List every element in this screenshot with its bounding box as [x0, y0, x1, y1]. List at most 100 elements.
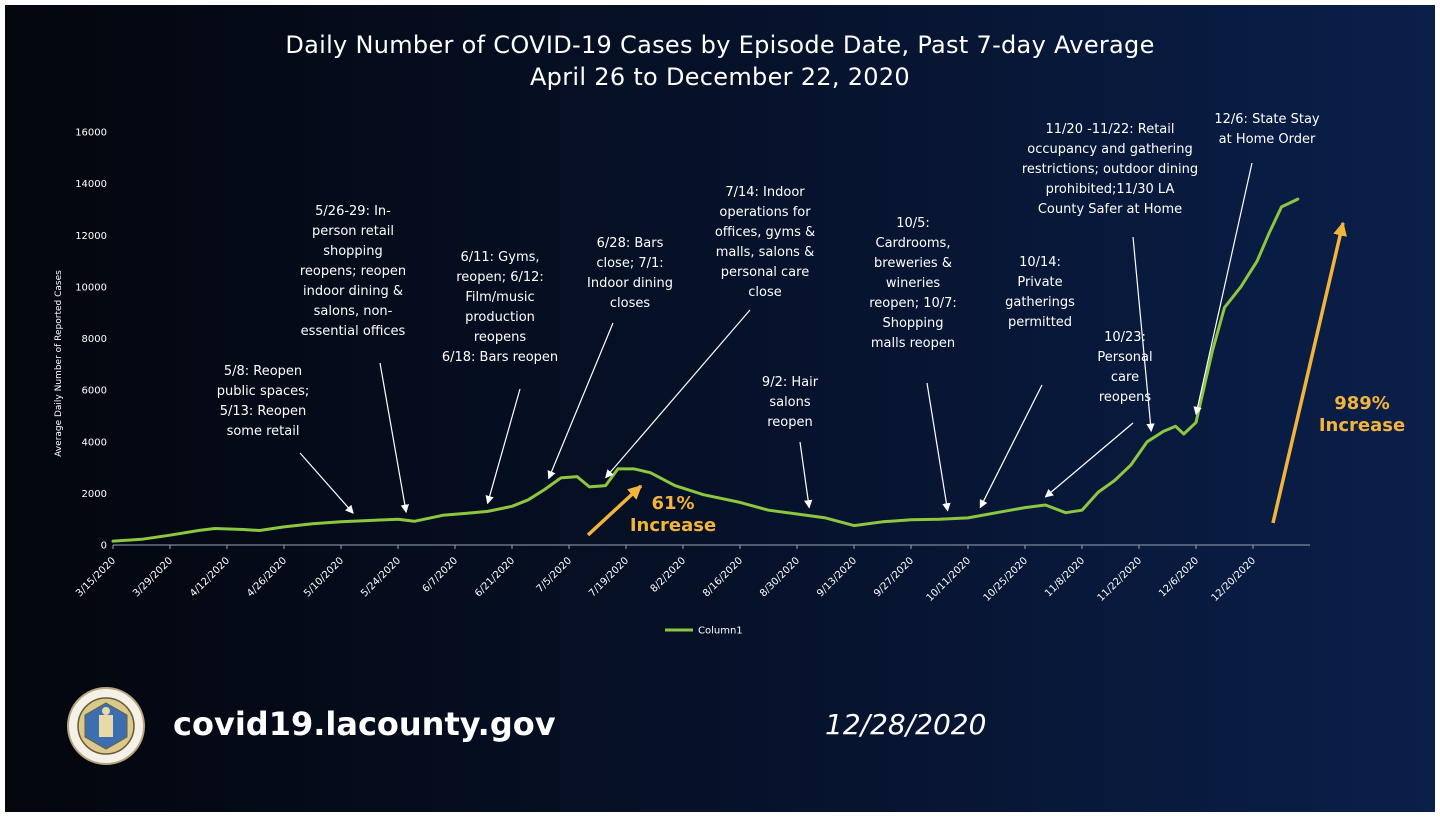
data-point [213, 527, 216, 530]
y-tick-label: 8000 [82, 334, 107, 345]
y-tick-label: 4000 [82, 437, 107, 448]
data-point [441, 514, 444, 517]
x-tick-label: 8/16/2020 [701, 555, 745, 599]
annotation-5-8: 5/8: Reopen public spaces; 5/13: Reopen … [216, 364, 310, 439]
data-point [1113, 479, 1116, 482]
data-point [617, 468, 619, 470]
chart-title: Daily Number of COVID-19 Cases by Episod… [285, 31, 1155, 59]
data-point [604, 484, 607, 487]
data-point [588, 486, 591, 488]
data-point [796, 513, 798, 515]
line-chart: 0 2000 4000 6000 8000 10000 12000 14000 16000 Ave… [54, 128, 1347, 637]
data-point [112, 540, 114, 542]
y-tick-label: 6000 [82, 386, 107, 397]
x-tick-label: 3/15/2020 [74, 555, 118, 599]
data-point [576, 475, 578, 478]
data-point [767, 509, 770, 511]
data-point [1280, 206, 1283, 208]
annotation-arrow [979, 384, 1043, 509]
x-tick-label: 6/7/2020 [421, 555, 461, 595]
data-point [197, 529, 200, 532]
data-point [853, 524, 855, 527]
data-point [1223, 306, 1226, 309]
footer-date: 12/28/2020 [825, 708, 987, 741]
data-point [311, 523, 314, 525]
data-point [1162, 430, 1165, 433]
data-point [169, 534, 171, 536]
annotation-11-20: 11/20 -11/22: Retail occupancy and gathe… [1021, 122, 1199, 217]
data-point [283, 526, 285, 528]
data-point [368, 519, 371, 522]
annotation-arrow [547, 322, 614, 480]
data-point [527, 499, 530, 501]
data-point [995, 511, 998, 514]
chart-subtitle: April 26 to December 22, 2020 [529, 63, 911, 91]
y-tick-label: 14000 [75, 179, 107, 190]
annotation-7-14: 7/14: Indoor operations for offices, gym… [714, 185, 816, 300]
data-point [967, 517, 969, 519]
highlight-989-percent: 989% Increase [1318, 393, 1406, 436]
annotation-10-23: 10/23: Personal care reopens [1097, 330, 1153, 405]
data-point [140, 538, 143, 541]
data-point [511, 505, 513, 508]
x-tick-label: 5/10/2020 [302, 555, 346, 599]
y-tick-label: 10000 [75, 282, 107, 293]
annotation-arrow [299, 452, 354, 514]
data-point [1064, 511, 1067, 514]
x-tick-label: 3/29/2020 [131, 555, 175, 599]
increase-arrow-989 [1271, 221, 1347, 524]
data-point [824, 517, 827, 519]
x-tick-label: 4/26/2020 [245, 555, 289, 599]
data-point [1174, 425, 1177, 428]
increase-arrow-61 [586, 484, 643, 537]
y-tick-label: 2000 [82, 489, 107, 500]
data-point [413, 520, 416, 523]
y-tick-label: 0 [101, 541, 107, 552]
annotation-arrow [605, 309, 751, 479]
x-tick-label: 5/24/2020 [359, 555, 403, 599]
annotation-arrow [926, 382, 951, 512]
data-point [633, 468, 635, 470]
data-point [938, 518, 941, 520]
legend-entry: Column1 [698, 626, 743, 637]
data-point [1097, 491, 1100, 493]
annotation-6-28: 6/28: Bars close; 7/1: Indoor dining clo… [587, 236, 673, 311]
data-point [1296, 198, 1299, 200]
annotation-6-11: 6/11: Gyms, reopen; 6/12: Film/music pro… [441, 250, 559, 365]
x-tick-label: 9/13/2020 [815, 555, 859, 599]
data-point [486, 510, 489, 513]
county-seal-icon [67, 687, 145, 765]
x-tick-label: 7/5/2020 [535, 555, 575, 595]
annotation-arrow [379, 362, 409, 514]
annotation-arrow [799, 441, 813, 509]
data-point [649, 471, 652, 474]
x-tick-label: 11/8/2020 [1043, 555, 1087, 599]
data-point [739, 501, 741, 504]
x-tick-label: 8/2/2020 [649, 555, 689, 595]
data-point [543, 488, 546, 491]
data-point [1130, 464, 1132, 466]
data-point [1239, 286, 1242, 288]
data-point [1268, 231, 1271, 234]
data-point [910, 518, 912, 521]
data-point [1256, 260, 1258, 262]
slide: Daily Number of COVID-19 Cases by Episod… [5, 5, 1435, 812]
data-point [1182, 433, 1185, 435]
x-tick-label: 7/19/2020 [587, 555, 631, 599]
y-tick-label: 12000 [75, 231, 107, 242]
x-tick-label: 11/22/2020 [1096, 555, 1145, 604]
data-point [1195, 421, 1197, 424]
x-tick-label: 12/20/2020 [1210, 555, 1259, 604]
x-tick-label: 10/11/2020 [925, 555, 974, 604]
annotation-arrow [1044, 422, 1134, 498]
x-tick-label: 10/25/2020 [982, 555, 1031, 604]
y-axis-label: Average Daily Number of Reported Cases [54, 270, 64, 457]
x-tick-label: 9/27/2020 [872, 555, 916, 599]
annotation-12-6: 12/6: State Stay at Home Order [1214, 112, 1320, 147]
data-point [397, 518, 399, 520]
annotation-10-5: 10/5: Cardrooms, breweries & wineries re… [869, 216, 957, 351]
data-point [674, 484, 676, 487]
annotation-arrow [1132, 236, 1155, 433]
data-point [1211, 350, 1214, 353]
annotation-arrow [485, 388, 521, 505]
